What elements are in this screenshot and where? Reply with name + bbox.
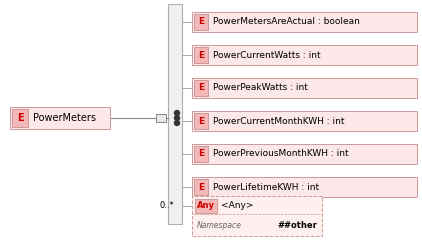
FancyBboxPatch shape <box>156 114 166 122</box>
Text: Any: Any <box>197 201 215 210</box>
Text: PowerCurrentMonthKWH : int: PowerCurrentMonthKWH : int <box>213 116 344 125</box>
Text: PowerLifetimeKWH : int: PowerLifetimeKWH : int <box>213 182 319 191</box>
Text: PowerPeakWatts : int: PowerPeakWatts : int <box>213 84 308 93</box>
FancyBboxPatch shape <box>192 196 322 236</box>
FancyBboxPatch shape <box>192 111 417 131</box>
Text: ##other: ##other <box>277 222 317 231</box>
FancyBboxPatch shape <box>194 179 208 195</box>
FancyBboxPatch shape <box>10 107 110 129</box>
Circle shape <box>175 121 179 125</box>
FancyBboxPatch shape <box>192 177 417 197</box>
Text: E: E <box>198 116 204 125</box>
FancyBboxPatch shape <box>192 45 417 65</box>
FancyBboxPatch shape <box>194 47 208 63</box>
Text: E: E <box>198 149 204 158</box>
Circle shape <box>175 111 179 115</box>
FancyBboxPatch shape <box>192 144 417 164</box>
Text: E: E <box>198 182 204 191</box>
FancyBboxPatch shape <box>194 14 208 30</box>
Text: E: E <box>198 84 204 93</box>
FancyBboxPatch shape <box>192 78 417 98</box>
FancyBboxPatch shape <box>195 199 217 213</box>
Text: 0..*: 0..* <box>159 200 174 209</box>
Text: PowerCurrentWatts : int: PowerCurrentWatts : int <box>213 51 321 60</box>
Text: PowerMeters: PowerMeters <box>33 113 96 123</box>
Text: PowerPreviousMonthKWH : int: PowerPreviousMonthKWH : int <box>213 149 349 158</box>
FancyBboxPatch shape <box>194 113 208 129</box>
Text: <Any>: <Any> <box>221 201 254 210</box>
Text: Namespace: Namespace <box>197 222 242 231</box>
FancyBboxPatch shape <box>12 109 28 127</box>
FancyBboxPatch shape <box>194 146 208 162</box>
FancyBboxPatch shape <box>194 80 208 96</box>
Text: PowerMetersAreActual : boolean: PowerMetersAreActual : boolean <box>213 17 360 26</box>
FancyBboxPatch shape <box>168 4 182 224</box>
Text: E: E <box>17 113 23 123</box>
Text: E: E <box>198 51 204 60</box>
Circle shape <box>175 115 179 121</box>
FancyBboxPatch shape <box>192 12 417 32</box>
Text: E: E <box>198 17 204 26</box>
